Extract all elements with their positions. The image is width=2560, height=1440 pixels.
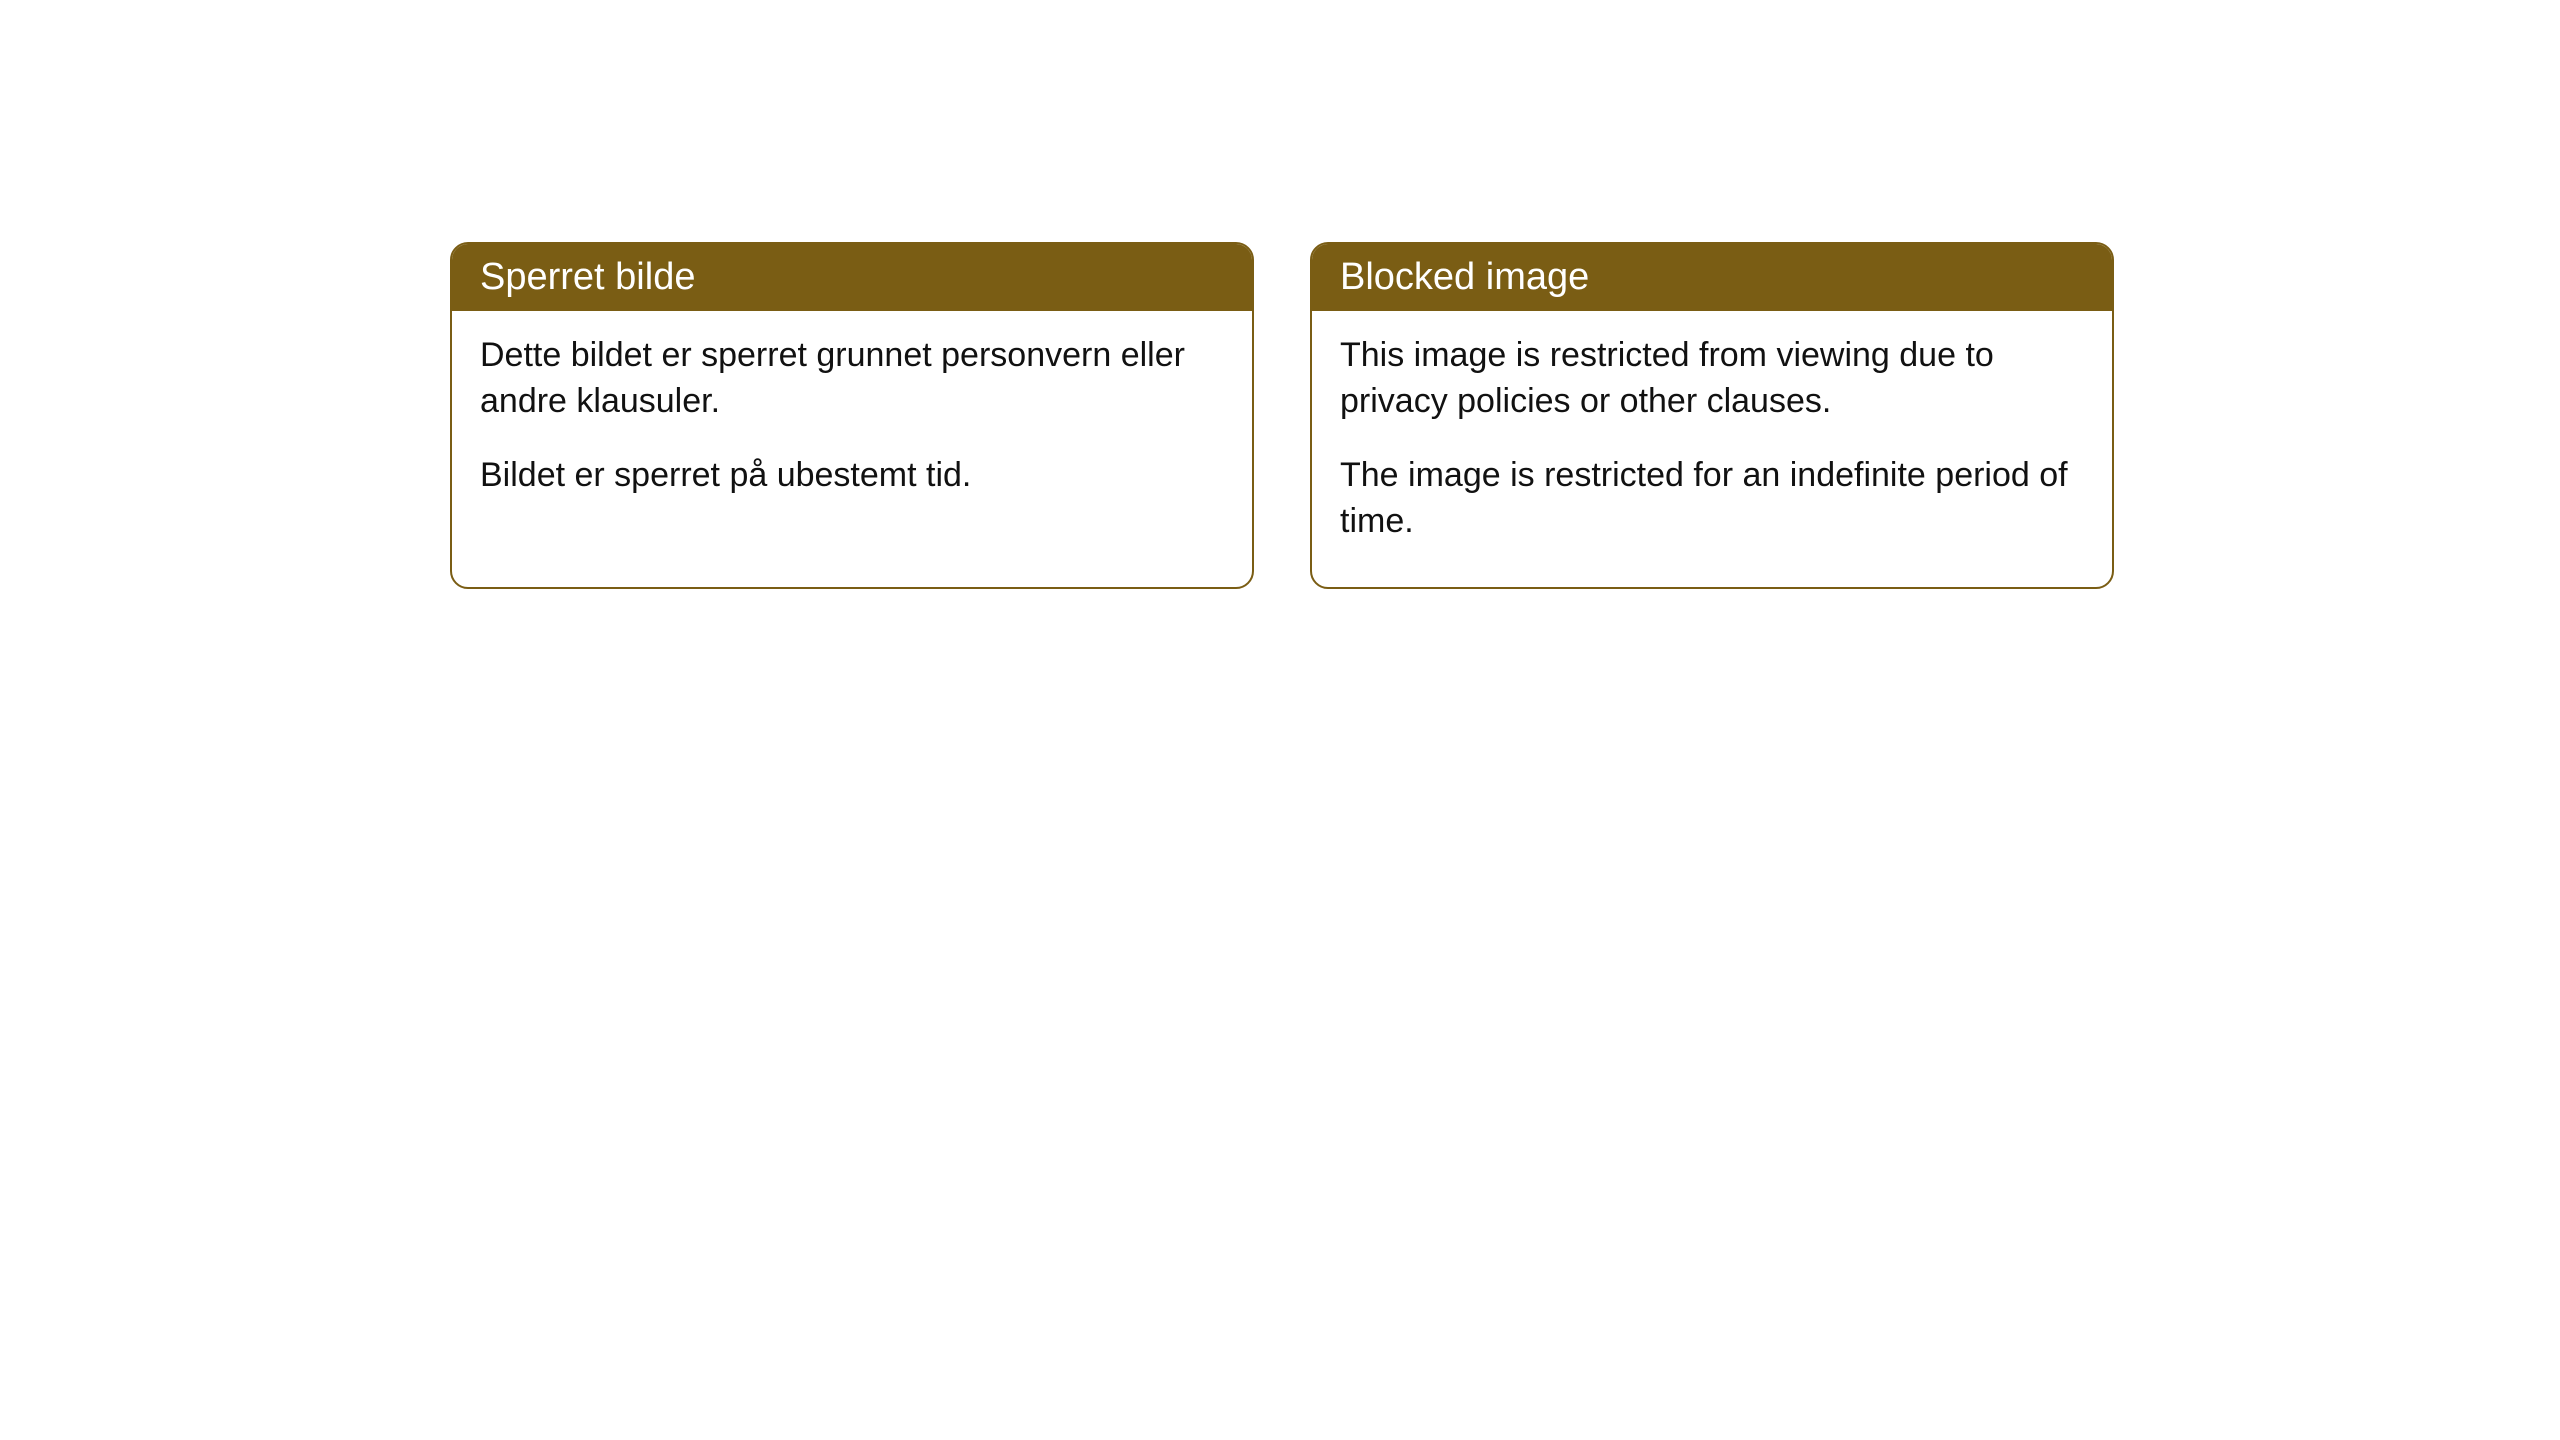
card-title: Sperret bilde bbox=[480, 256, 695, 298]
card-paragraph: The image is restricted for an indefinit… bbox=[1340, 453, 2084, 545]
card-header-norwegian: Sperret bilde bbox=[452, 244, 1252, 311]
blocked-image-card-english: Blocked image This image is restricted f… bbox=[1310, 242, 2114, 589]
card-header-english: Blocked image bbox=[1312, 244, 2112, 311]
blocked-image-card-norwegian: Sperret bilde Dette bildet er sperret gr… bbox=[450, 242, 1254, 589]
card-paragraph: Dette bildet er sperret grunnet personve… bbox=[480, 333, 1224, 425]
card-body-norwegian: Dette bildet er sperret grunnet personve… bbox=[452, 311, 1252, 541]
card-body-english: This image is restricted from viewing du… bbox=[1312, 311, 2112, 587]
card-title: Blocked image bbox=[1340, 256, 1589, 298]
card-paragraph: Bildet er sperret på ubestemt tid. bbox=[480, 453, 1224, 499]
notice-cards-container: Sperret bilde Dette bildet er sperret gr… bbox=[0, 0, 2560, 589]
card-paragraph: This image is restricted from viewing du… bbox=[1340, 333, 2084, 425]
